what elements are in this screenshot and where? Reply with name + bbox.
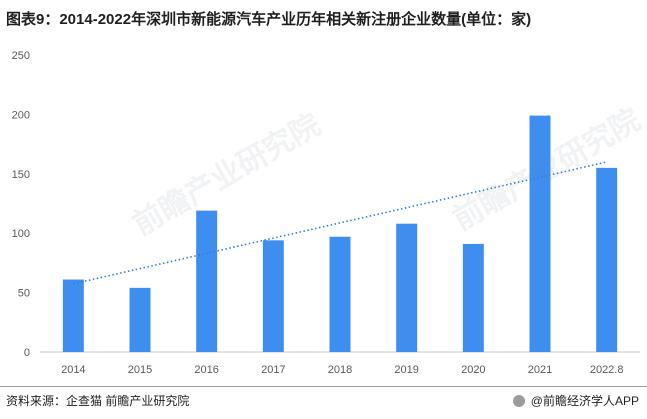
bar bbox=[529, 115, 551, 352]
x-tick-label: 2018 bbox=[328, 364, 352, 376]
brand-logo-icon bbox=[513, 395, 526, 407]
chart-title: 图表9：2014-2022年深圳市新能源汽车产业历年相关新注册企业数量(单位：家… bbox=[6, 11, 532, 28]
x-axis-ticks: 2014 2015 2016 2017 2018 2019 2020 2021 2022.8 bbox=[61, 364, 623, 376]
y-tick-label: 0 bbox=[24, 347, 30, 359]
bar-chart: 0 50 100 150 200 250 2014 2015 2016 2017 2018 2019… bbox=[12, 50, 640, 376]
bar bbox=[62, 279, 84, 352]
x-tick-label: 2020 bbox=[461, 364, 485, 376]
brand-text: @前瞻经济学人APP bbox=[530, 394, 639, 408]
x-tick-label: 2016 bbox=[194, 364, 218, 376]
bar bbox=[462, 243, 484, 352]
bar bbox=[596, 167, 618, 352]
bar bbox=[396, 223, 418, 352]
bars bbox=[62, 115, 618, 352]
source-note: 资料来源：企查猫 前瞻产业研究院 bbox=[6, 394, 190, 408]
footer: 资料来源：企查猫 前瞻产业研究院 @前瞻经济学人APP bbox=[0, 386, 647, 419]
x-tick-label: 2017 bbox=[261, 364, 285, 376]
y-tick-label: 250 bbox=[12, 50, 30, 62]
x-tick-label: 2022.8 bbox=[590, 364, 624, 376]
x-tick-label: 2015 bbox=[128, 364, 152, 376]
footer-divider bbox=[0, 386, 647, 387]
x-tick-label: 2021 bbox=[528, 364, 552, 376]
bar bbox=[196, 210, 218, 352]
x-tick-label: 2014 bbox=[61, 364, 85, 376]
y-axis-ticks: 0 50 100 150 200 250 bbox=[12, 50, 30, 359]
bar bbox=[329, 236, 351, 352]
y-tick-label: 150 bbox=[12, 169, 30, 181]
y-tick-label: 100 bbox=[12, 228, 30, 240]
y-tick-label: 200 bbox=[12, 109, 30, 121]
y-tick-label: 50 bbox=[18, 288, 30, 300]
bar bbox=[262, 240, 284, 352]
brand-credit: @前瞻经济学人APP bbox=[513, 392, 639, 409]
x-tick-label: 2019 bbox=[394, 364, 418, 376]
bar bbox=[129, 287, 151, 352]
